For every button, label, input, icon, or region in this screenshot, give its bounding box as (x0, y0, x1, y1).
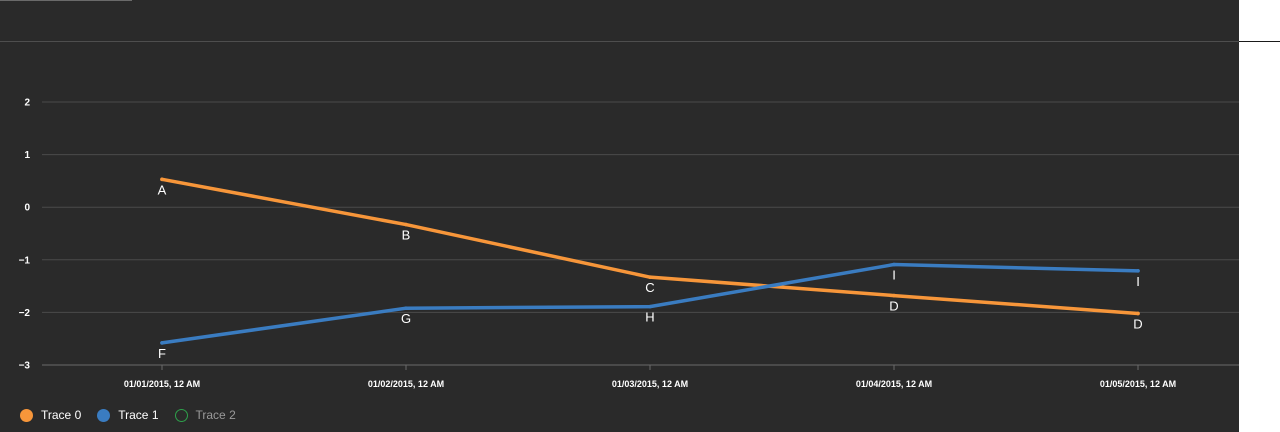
series-1-point-1 (404, 306, 408, 310)
legend-item-trace-1[interactable]: Trace 1 (97, 408, 159, 422)
y-axis-ticks: 2 1 0 −1 −2 −3 (19, 98, 31, 372)
x-tick-label-0: 01/01/2015, 12 AM (124, 379, 200, 389)
x-tick-label-1: 01/02/2015, 12 AM (368, 379, 444, 389)
legend-swatch-trace-0 (20, 408, 33, 422)
legend-label-trace-2: Trace 2 (195, 408, 236, 422)
series-0-point-label-1: B (402, 228, 411, 243)
grid-lines (42, 101, 1239, 370)
series-0-point-4 (1136, 311, 1140, 316)
point-labels: A B C D D F G H I I (158, 182, 1143, 361)
series-0-point-label-3: D (889, 299, 898, 314)
series-1-point-label-0: F (158, 346, 166, 361)
legend-item-trace-2[interactable]: Trace 2 (174, 408, 236, 422)
series-1-point-label-4: I (1136, 274, 1140, 289)
series-1-point-0 (160, 341, 164, 345)
series-1-point-4 (1136, 269, 1140, 273)
x-tick-label-3: 01/04/2015, 12 AM (856, 379, 932, 389)
y-tick-label-4: −2 (19, 308, 31, 319)
y-tick-label-5: −3 (19, 361, 31, 372)
legend-swatch-trace-2 (174, 408, 188, 422)
series-0-point-3 (892, 293, 896, 298)
series-0-point-label-0: A (158, 182, 167, 197)
series-1-point-label-3: I (892, 268, 896, 283)
y-tick-label-0: 2 (24, 98, 30, 109)
x-axis-ticks: 01/01/2015, 12 AM 01/02/2015, 12 AM 01/03/… (124, 379, 1176, 389)
tab-indicator (0, 0, 132, 1)
legend-swatch-trace-1 (97, 408, 111, 422)
series-1-point-2 (648, 304, 652, 309)
line-chart: 2 1 0 −1 −2 −3 01/01/2015, 12 AM 01/02/2015, 1… (19, 98, 1239, 389)
series-1-point-label-2: H (645, 310, 654, 325)
x-tick-label-4: 01/05/2015, 12 AM (1100, 379, 1176, 389)
outside-divider (1239, 41, 1280, 42)
series-1-point-3 (892, 262, 896, 267)
series-0-point-0 (160, 177, 164, 182)
legend: Trace 0 Trace 1 Trace 2 (20, 408, 236, 422)
series-1-point-label-1: G (401, 311, 411, 326)
y-tick-label-1: 1 (24, 150, 30, 161)
series-0-point-1 (404, 222, 408, 227)
series-0-point-label-2: C (645, 280, 654, 295)
y-tick-label-3: −1 (19, 255, 31, 266)
series-0-point-2 (648, 275, 652, 279)
series-lines (160, 177, 1140, 345)
legend-label-trace-0: Trace 0 (41, 408, 82, 422)
series-0-point-label-4: D (1133, 316, 1142, 331)
header-divider (0, 41, 1239, 42)
legend-label-trace-1: Trace 1 (118, 408, 159, 422)
x-tick-label-2: 01/03/2015, 12 AM (612, 379, 688, 389)
legend-item-trace-0[interactable]: Trace 0 (20, 408, 81, 422)
chart-panel (0, 0, 1239, 432)
y-tick-label-2: 0 (24, 203, 30, 214)
